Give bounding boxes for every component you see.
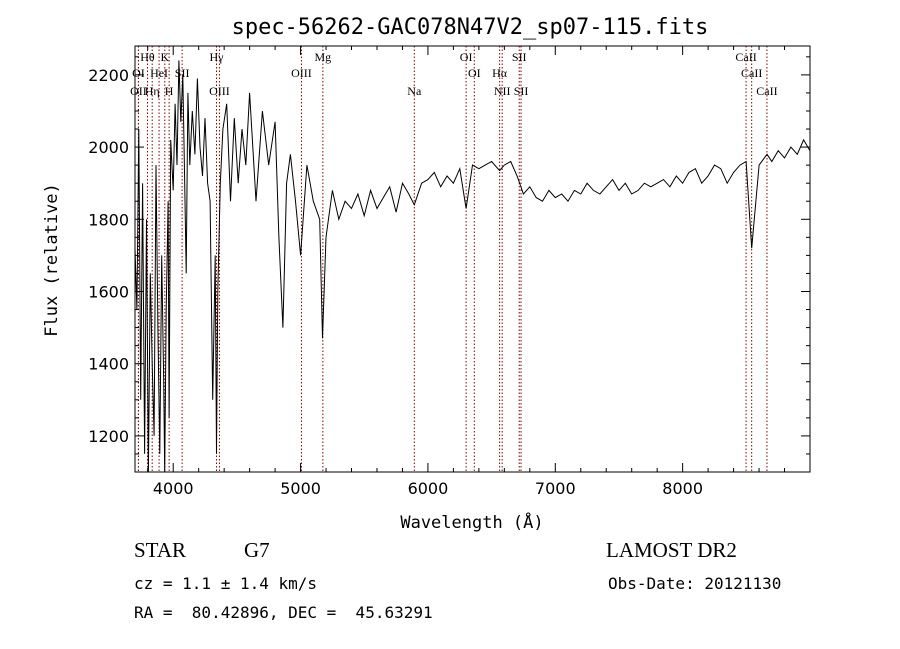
y-axis-label: Flux (relative) xyxy=(42,183,62,337)
x-tick-label: 8000 xyxy=(662,479,703,498)
plot-frame xyxy=(134,45,811,473)
marker-label: H xyxy=(165,84,174,98)
marker-label: Hη xyxy=(145,84,160,98)
x-tick-label: 5000 xyxy=(280,479,321,498)
y-tick-label: 1400 xyxy=(88,355,129,374)
emission-line-markers xyxy=(137,46,768,472)
marker-label: HeI xyxy=(150,66,168,80)
chart-title: spec-56262-GAC078N47V2_sp07-115.fits xyxy=(232,15,709,40)
marker-label: OIII xyxy=(209,84,230,98)
subclass-label: G7 xyxy=(244,538,270,562)
marker-label: CaII xyxy=(735,50,756,64)
marker-label: Na xyxy=(407,84,422,98)
marker-label: SII xyxy=(512,50,527,64)
marker-label: Hγ xyxy=(210,50,225,64)
x-tick-label: 7000 xyxy=(535,479,576,498)
marker-label: Mg xyxy=(315,50,332,64)
marker-label: CaII xyxy=(741,66,762,80)
survey-label: LAMOST DR2 xyxy=(606,538,737,562)
obs-date-label: Obs-Date: 20121130 xyxy=(608,574,782,593)
marker-label: Hα xyxy=(492,66,508,80)
x-tick-label: 6000 xyxy=(408,479,449,498)
marker-label: Hθ xyxy=(140,50,155,64)
y-tick-label: 2000 xyxy=(88,138,129,157)
marker-label: OI xyxy=(132,66,145,80)
y-tick-label: 1800 xyxy=(88,210,129,229)
marker-label: NII xyxy=(494,84,511,98)
x-tick-label: 4000 xyxy=(153,479,194,498)
classification-label: STAR xyxy=(134,538,186,562)
y-tick-label: 2200 xyxy=(88,66,129,85)
marker-label: OIII xyxy=(291,66,312,80)
redshift-label: cz = 1.1 ± 1.4 km/s xyxy=(134,574,318,593)
marker-label: OI xyxy=(460,50,473,64)
y-tick-label: 1600 xyxy=(88,282,129,301)
coordinates-label: RA = 80.42896, DEC = 45.63291 xyxy=(134,603,433,622)
y-tick-label: 1200 xyxy=(88,427,129,446)
marker-label: CaII xyxy=(756,84,777,98)
marker-label: OII xyxy=(130,84,147,98)
x-axis-label: Wavelength (Å) xyxy=(400,511,543,533)
axes: 4000 5000 6000 7000 8000 1200 1400 1600 1800 2000… xyxy=(88,46,811,498)
marker-label: SII xyxy=(175,66,190,80)
marker-label: OI xyxy=(468,66,481,80)
marker-label: SII xyxy=(514,84,529,98)
marker-label: K xyxy=(160,50,169,64)
spectrum-line xyxy=(134,60,811,473)
